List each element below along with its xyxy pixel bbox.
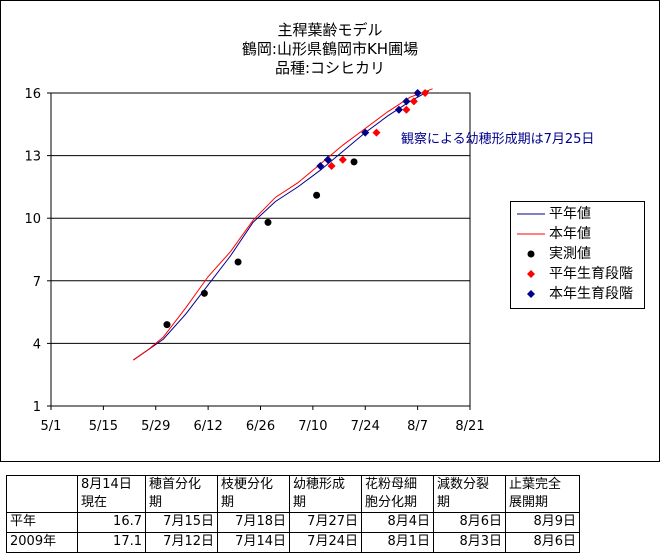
table-cell: 7月18日 <box>217 512 290 533</box>
data-point-3 <box>372 128 381 137</box>
data-point-4 <box>402 97 411 106</box>
table-row-label: 平年 <box>6 512 78 533</box>
table-header-cell: 止葉完全 展開期 <box>505 475 580 513</box>
legend-item-heinen-stage: 平年生育段階 <box>511 264 644 284</box>
chart-subtitle-location: 鶴岡:山形県鶴岡市KH圃場 <box>241 40 419 58</box>
table-cell: 8月6日 <box>505 532 580 553</box>
data-point-4 <box>323 155 332 164</box>
legend-label-honnen-stage: 本年生育段階 <box>549 286 633 302</box>
y-tick-label: 13 <box>24 150 41 165</box>
legend-item-honnen: 本年値 <box>511 224 644 244</box>
y-tick-label: 10 <box>24 212 41 227</box>
table-row-label: 2009年 <box>6 532 78 553</box>
chart-subtitle-variety: 品種:コシヒカリ <box>274 59 386 77</box>
x-tick-label: 8/21 <box>455 419 484 434</box>
data-point-4 <box>413 89 422 97</box>
table-cell: 8月3日 <box>433 532 506 553</box>
table-cell: 16.7 <box>77 512 146 533</box>
table-row: 2009年 17.1 7月12日 7月14日 7月24日 8月1日 8月3日 8… <box>6 532 580 553</box>
table-cell: 7月12日 <box>145 532 218 553</box>
data-point-4 <box>316 162 325 171</box>
table-header-cell: 枝梗分化期 <box>217 475 290 513</box>
table-cell: 17.1 <box>77 532 146 553</box>
data-point-2 <box>350 158 358 166</box>
y-tick-label: 7 <box>33 275 41 290</box>
data-point-3 <box>421 89 430 97</box>
table-header-cell: 花粉母細 胞分化期 <box>361 475 434 513</box>
x-tick-label: 6/26 <box>246 419 275 434</box>
table-row: 平年 16.7 7月15日 7月18日 7月27日 8月4日 8月6日 8月9日 <box>6 512 580 533</box>
data-point-2 <box>234 258 242 266</box>
x-tick-label: 8/7 <box>407 419 428 434</box>
x-tick-label: 5/1 <box>41 419 62 434</box>
table-cell: 7月15日 <box>145 512 218 533</box>
x-tick-label: 5/15 <box>89 419 118 434</box>
legend-symbol-heinen <box>517 213 545 215</box>
table-header-row: 8月14日 現在 穂首分化期 枝梗分化期 幼穂形成期 花粉母細 胞分化期 減数分裂期… <box>6 475 580 513</box>
data-point-2 <box>264 218 272 226</box>
chart-frame: 主稈葉齢モデル 鶴岡:山形県鶴岡市KH圃場 品種:コシヒカリ 1 4 7 10 13 16… <box>0 0 660 462</box>
legend-label-heinen-stage: 平年生育段階 <box>549 266 633 282</box>
y-tick-label: 4 <box>33 337 41 352</box>
table-cell: 8月9日 <box>505 512 580 533</box>
table-cell: 8月6日 <box>433 512 506 533</box>
data-point-3 <box>402 105 411 114</box>
series-line-1 <box>133 88 433 361</box>
table-header-cell: 減数分裂期 <box>433 475 506 513</box>
x-tick-label: 5/29 <box>141 419 170 434</box>
chart-plot: 1 4 7 10 13 16 5/1 5/15 5/29 6/12 6/26 7/10 7/24 8/7 8… <box>24 87 484 434</box>
table-header-cell <box>6 475 78 513</box>
data-point-2 <box>200 289 208 297</box>
y-tick-label: 16 <box>24 87 41 102</box>
x-tick-label: 6/12 <box>194 419 223 434</box>
data-point-2 <box>163 321 171 329</box>
data-point-3 <box>409 97 418 106</box>
legend-label-observed: 実測値 <box>549 246 591 262</box>
legend-item-observed: 実測値 <box>511 244 644 264</box>
legend-label-heinen: 平年値 <box>549 206 591 222</box>
table-cell: 8月1日 <box>361 532 434 553</box>
legend-item-honnen-stage: 本年生育段階 <box>511 284 644 304</box>
table-header-cell: 穂首分化期 <box>145 475 218 513</box>
legend-symbol-heinen-stage <box>527 270 535 278</box>
data-point-3 <box>327 162 336 171</box>
table-header-cell: 8月14日 現在 <box>77 475 146 513</box>
table-cell: 8月4日 <box>361 512 434 533</box>
x-tick-label: 7/24 <box>351 419 380 434</box>
table-cell: 7月14日 <box>217 532 290 553</box>
x-tick-label: 7/10 <box>298 419 327 434</box>
data-point-4 <box>361 128 370 137</box>
legend-symbol-observed <box>527 250 535 258</box>
chart-title: 主稈葉齢モデル <box>277 21 383 39</box>
data-point-2 <box>313 191 321 199</box>
legend-symbol-honnen <box>517 233 545 235</box>
legend-item-heinen: 平年値 <box>511 204 644 224</box>
data-point-4 <box>394 105 403 114</box>
table-header-cell: 幼穂形成期 <box>289 475 362 513</box>
growth-stage-table: 8月14日 現在 穂首分化期 枝梗分化期 幼穂形成期 花粉母細 胞分化期 減数分裂期… <box>6 475 580 553</box>
plot-area <box>50 92 471 407</box>
series-line-0 <box>133 90 430 361</box>
annotation-label: 観察による幼穂形成期は7月25日 <box>401 132 595 147</box>
legend: 平年値 本年値 実測値 平年生育段階 本年生育段階 <box>510 201 645 309</box>
table-cell: 7月27日 <box>289 512 362 533</box>
data-point-3 <box>338 155 347 164</box>
y-tick-label: 1 <box>33 400 41 415</box>
table-cell: 7月24日 <box>289 532 362 553</box>
legend-label-honnen: 本年値 <box>549 226 591 242</box>
legend-symbol-honnen-stage <box>527 290 535 298</box>
